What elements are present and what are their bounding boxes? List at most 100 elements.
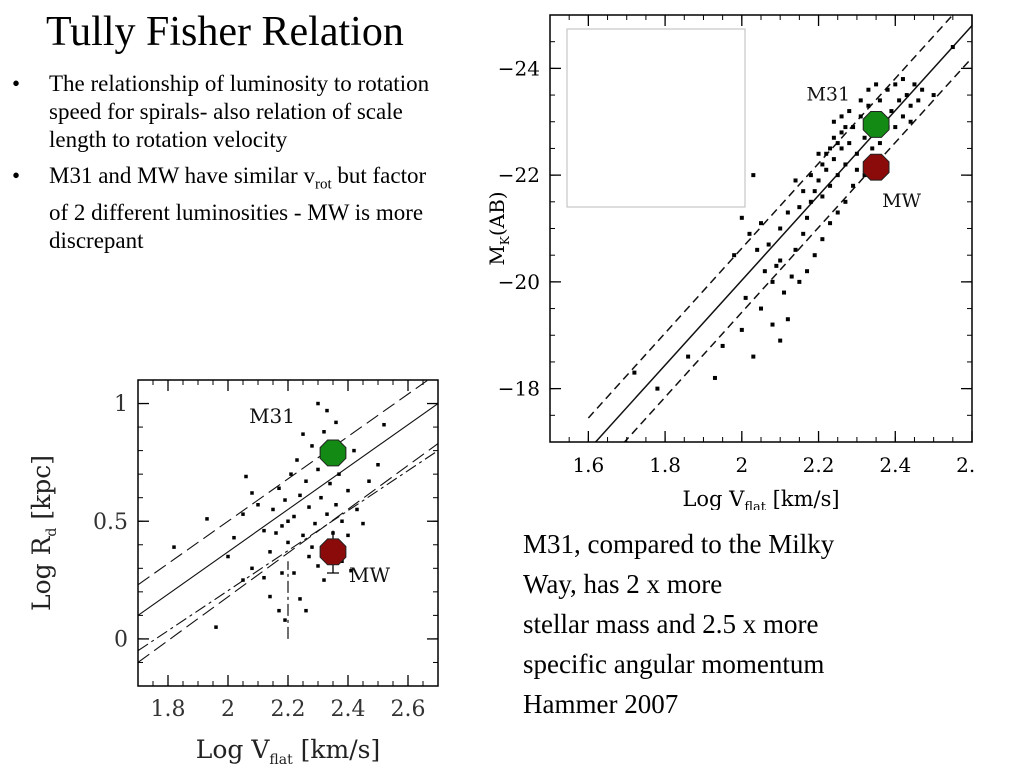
data-point — [828, 221, 833, 226]
caption-line: stellar mass and 2.5 x more — [523, 609, 819, 639]
data-point — [889, 109, 894, 114]
x-tick-label: 2.4 — [879, 453, 911, 477]
data-point — [831, 157, 836, 162]
mk-vs-vflat-chart: 1.6 1.8 2 2.2 2.4 2.6 −24 −22 −20 −18 Log Vflat [… — [484, 0, 974, 510]
data-point — [854, 151, 859, 156]
data-point — [751, 173, 756, 178]
data-point — [812, 189, 817, 194]
data-point — [839, 130, 844, 135]
data-point — [801, 189, 806, 194]
data-point — [950, 45, 955, 50]
data-point — [732, 253, 737, 258]
data-point — [801, 231, 806, 236]
data-point — [785, 210, 790, 215]
data-point — [851, 183, 856, 188]
data-point — [812, 253, 817, 258]
data-point — [831, 135, 836, 140]
data-point — [313, 521, 317, 526]
data-point — [931, 93, 936, 98]
data-point — [820, 194, 825, 199]
data-point — [301, 533, 305, 538]
data-point — [870, 146, 875, 151]
data-point — [346, 533, 350, 538]
data-point — [759, 306, 763, 311]
y-tick-label: −18 — [498, 377, 540, 401]
data-point — [632, 370, 637, 375]
data-point — [820, 237, 825, 242]
data-point — [778, 258, 783, 263]
fit-line-longdash-2 — [138, 443, 438, 663]
data-point — [286, 519, 290, 523]
data-point — [316, 401, 320, 406]
data-point — [893, 82, 898, 87]
data-point — [292, 514, 296, 519]
data-point — [280, 571, 284, 575]
data-point — [793, 247, 798, 252]
data-point — [904, 93, 909, 98]
data-point — [241, 578, 245, 582]
data-point — [295, 458, 299, 462]
rd-vs-vflat-chart: 1.8 2 2.2 2.4 2.6 0 0.5 1 Log Vflat [km/s] Log … — [4, 368, 444, 768]
caption-line: specific angular momentum — [523, 649, 825, 679]
data-point — [805, 215, 810, 220]
data-point — [361, 521, 365, 526]
chart-a-inset-blank — [566, 28, 746, 208]
x-tick-label: 2.6 — [956, 453, 974, 477]
data-point — [322, 578, 326, 582]
data-point — [866, 103, 871, 108]
data-point — [307, 554, 311, 559]
data-point — [367, 479, 371, 483]
data-point — [816, 178, 821, 183]
data-point — [349, 568, 353, 573]
x-tick-label: 2 — [735, 453, 748, 477]
x-tick-label: 2 — [221, 697, 235, 722]
y-tick-label: −20 — [498, 270, 540, 294]
data-point — [304, 608, 308, 613]
data-point — [250, 566, 254, 571]
data-point — [298, 597, 302, 601]
data-point — [912, 82, 917, 87]
data-point — [747, 231, 752, 236]
data-point — [789, 274, 794, 279]
data-point — [316, 564, 320, 568]
data-point — [322, 430, 326, 434]
mw-marker — [862, 153, 890, 181]
bullet-item: • M31 and MW have similar vrot but facto… — [12, 162, 432, 255]
data-point — [686, 354, 691, 359]
data-point — [805, 269, 810, 274]
data-point — [289, 472, 293, 476]
data-point — [778, 226, 783, 231]
data-point — [325, 408, 329, 413]
mw-label: MW — [882, 190, 921, 212]
data-point — [268, 550, 272, 554]
x-tick-label: 2.4 — [331, 697, 366, 722]
x-tick-label: 1.8 — [151, 697, 186, 722]
data-point — [310, 545, 314, 549]
data-point — [820, 162, 825, 167]
data-point — [256, 503, 260, 507]
data-point — [854, 167, 859, 172]
data-point — [824, 167, 829, 172]
data-point — [824, 151, 829, 156]
bullet-text: The relationship of luminosity to rotati… — [49, 71, 430, 152]
data-point — [292, 571, 296, 575]
x-tick-label: 2.2 — [271, 697, 306, 722]
fit-line-solid-0 — [138, 403, 438, 616]
data-point — [839, 146, 844, 151]
data-point — [328, 481, 332, 486]
slide-title: Tully Fisher Relation — [46, 9, 404, 55]
data-point — [352, 448, 356, 453]
x-tick-label: 2.2 — [803, 453, 835, 477]
bullet-list: • The relationship of luminosity to rota… — [12, 70, 432, 263]
data-point — [172, 545, 176, 549]
data-point — [835, 173, 840, 178]
data-point — [828, 183, 833, 188]
data-point — [862, 135, 867, 140]
data-point — [334, 420, 338, 425]
data-point — [762, 269, 767, 274]
data-point — [277, 608, 281, 613]
bullet-text-tail: but factor of 2 different luminosities -… — [49, 163, 427, 253]
data-point — [843, 162, 848, 167]
data-point — [277, 486, 281, 491]
data-point — [782, 290, 787, 295]
